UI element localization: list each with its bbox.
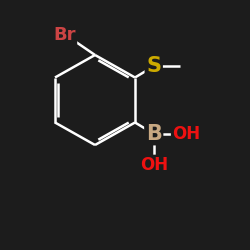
Text: S: S	[146, 56, 161, 76]
Text: OH: OH	[172, 125, 200, 143]
Text: B: B	[146, 124, 162, 144]
Text: Br: Br	[53, 26, 76, 44]
Text: OH: OH	[140, 156, 168, 174]
